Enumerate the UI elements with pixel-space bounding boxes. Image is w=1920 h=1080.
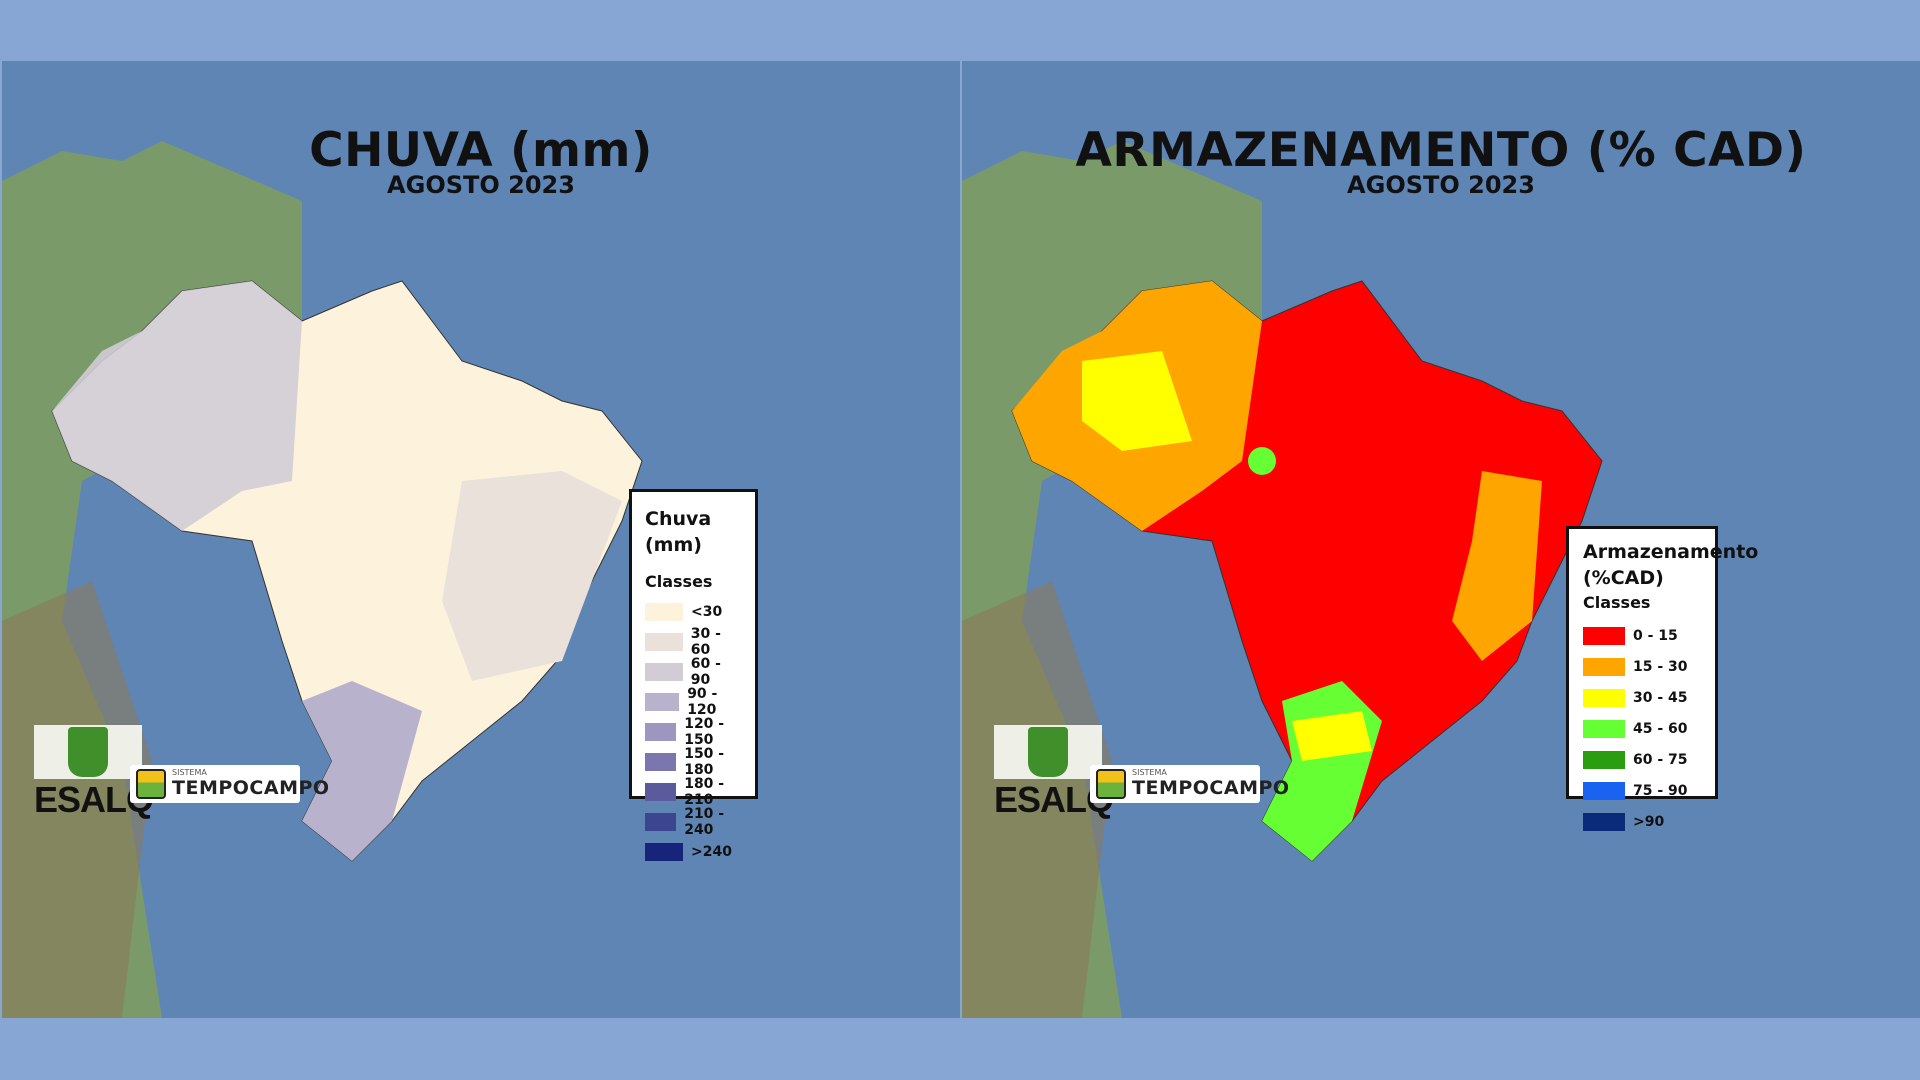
- legend-item: 210 - 240: [645, 806, 745, 838]
- legend-item: 120 - 150: [645, 716, 745, 748]
- legend-item: 150 - 180: [645, 746, 745, 778]
- map-subtitle: AGOSTO 2023: [1347, 171, 1535, 199]
- rain-zone-60-90-north: [52, 281, 302, 531]
- legend-title-line2: (%CAD): [1583, 567, 1664, 589]
- legend-item: 60 - 75: [1583, 744, 1707, 775]
- legend-item: <30: [645, 597, 745, 627]
- legend-item: 15 - 30: [1583, 651, 1707, 682]
- storage-zone-15-30-east: [1452, 471, 1542, 661]
- legend-item: >90: [1583, 806, 1707, 837]
- legend-swatch: [645, 723, 677, 741]
- storage-legend: Armazenamento (%CAD) Classes 0 - 15 15 - …: [1566, 526, 1759, 831]
- andes-mountains: [2, 581, 152, 1018]
- legend-item: 60 - 90: [645, 656, 745, 688]
- legend-label: 0 - 15: [1633, 627, 1678, 644]
- legend-item: 90 - 120: [645, 686, 745, 718]
- legend-label: >90: [1633, 813, 1665, 830]
- legend-label: 75 - 90: [1633, 782, 1688, 799]
- rainfall-map: [2, 61, 960, 1018]
- tempocampo-text: TEMPOCAMPO: [172, 777, 330, 799]
- legend-swatch: [645, 603, 683, 621]
- legend-title: Chuva (mm): [645, 508, 712, 556]
- legend-title-line1: Armazenamento: [1583, 541, 1759, 563]
- sistema-text: SISTEMA: [1132, 768, 1167, 777]
- storage-zone-30-45-north: [1082, 351, 1192, 451]
- esalq-shield: [994, 725, 1102, 779]
- legend-swatch: [645, 663, 683, 681]
- legend-label: >240: [691, 844, 732, 860]
- legend-swatch: [1583, 750, 1625, 769]
- legend-swatch: [645, 783, 677, 801]
- legend-label: 45 - 60: [1633, 720, 1688, 737]
- legend-item: 180 - 210: [645, 776, 745, 808]
- legend-classes-label: Classes: [645, 572, 713, 591]
- legend-label: <30: [691, 604, 723, 620]
- legend-swatch: [645, 813, 677, 831]
- legend-item: 45 - 60: [1583, 713, 1707, 744]
- legend-label: 210 - 240: [684, 806, 725, 838]
- esalq-text: ESALQ: [34, 779, 154, 820]
- legend-swatch: [1583, 688, 1625, 707]
- legend-items: 0 - 15 15 - 30 30 - 45 45 - 60 60 - 75 75 - 9…: [1583, 620, 1707, 837]
- storage-map: [962, 61, 1920, 1018]
- map-subtitle: AGOSTO 2023: [387, 171, 575, 199]
- legend-swatch: [645, 753, 677, 771]
- legend-item: 75 - 90: [1583, 775, 1707, 806]
- legend-item: 30 - 60: [645, 626, 745, 658]
- rain-zone-30-60-east: [442, 471, 622, 681]
- rain-zone-90-120-south: [302, 681, 422, 861]
- esalq-text: ESALQ: [994, 779, 1114, 820]
- legend-swatch: [645, 843, 683, 861]
- legend-swatch: [645, 633, 683, 651]
- legend-label: 15 - 30: [1633, 658, 1688, 675]
- legend-label: 30 - 45: [1633, 689, 1688, 706]
- tempocampo-text: TEMPOCAMPO: [1132, 777, 1290, 799]
- map-title: CHUVA (mm): [309, 123, 653, 178]
- legend-label: 60 - 75: [1633, 751, 1688, 768]
- legend-item: 0 - 15: [1583, 620, 1707, 651]
- legend-swatch: [1583, 657, 1625, 676]
- legend-label: 150 - 180: [684, 746, 725, 778]
- rainfall-legend: Chuva (mm) Classes <30 30 - 60 60 - 90 90 -…: [629, 489, 758, 861]
- legend-item: 30 - 45: [1583, 682, 1707, 713]
- tempocampo-logo: SISTEMA TEMPOCAMPO: [1090, 765, 1289, 803]
- legend-label: 90 - 120: [687, 686, 718, 718]
- sistema-text: SISTEMA: [172, 768, 207, 777]
- legend-label: 120 - 150: [684, 716, 725, 748]
- andes-mountains: [962, 581, 1112, 1018]
- storage-zone-30-45-south: [1292, 711, 1372, 761]
- legend-label: 180 - 210: [684, 776, 725, 808]
- sun-field-icon: [136, 769, 166, 799]
- legend-label: 60 - 90: [690, 656, 721, 688]
- rainfall-map-panel: CHUVA (mm) AGOSTO 2023 Chuva (mm) Classe…: [2, 61, 960, 1018]
- esalq-logo: ESALQ: [34, 725, 154, 820]
- legend-label: 30 - 60: [690, 626, 721, 658]
- legend-items: <30 30 - 60 60 - 90 90 - 120 120 - 150 150 - …: [645, 597, 745, 867]
- sun-field-icon: [1096, 769, 1126, 799]
- legend-item: >240: [645, 837, 745, 867]
- legend-swatch: [645, 693, 680, 711]
- esalq-logo: ESALQ: [994, 725, 1114, 820]
- storage-map-panel: ARMAZENAMENTO (% CAD) AGOSTO 2023 Armaze…: [962, 61, 1920, 1018]
- storage-zone-45-60-east: [1248, 447, 1276, 475]
- legend-swatch: [1583, 781, 1625, 800]
- esalq-shield: [34, 725, 142, 779]
- legend-swatch: [1583, 626, 1625, 645]
- legend-classes-label: Classes: [1583, 593, 1651, 612]
- legend-swatch: [1583, 719, 1625, 738]
- legend-swatch: [1583, 812, 1625, 831]
- map-title: ARMAZENAMENTO (% CAD): [1075, 123, 1807, 178]
- tempocampo-logo: SISTEMA TEMPOCAMPO: [130, 765, 329, 803]
